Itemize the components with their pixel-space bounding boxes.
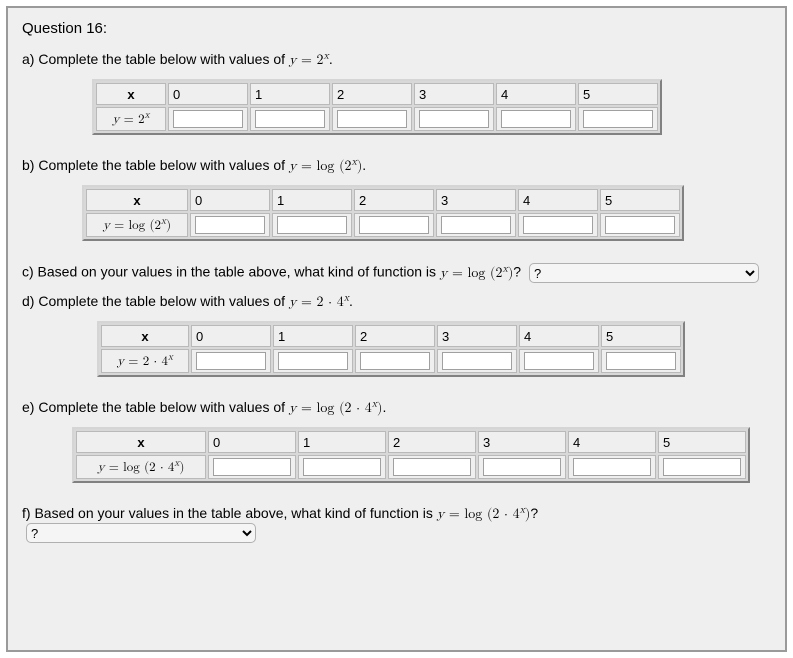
part-a-math: y = 2x [289, 53, 329, 67]
part-d-input-4[interactable] [524, 352, 594, 370]
part-e-suffix: . [382, 399, 386, 415]
part-c-math: y = log (2x) [440, 266, 513, 280]
part-a-rowhead: x [96, 83, 166, 105]
part-e-x-4: 4 [568, 431, 656, 453]
part-d-x-4: 4 [519, 325, 599, 347]
part-f-prompt: f) Based on your values in the table abo… [22, 505, 771, 543]
part-d-math: y = 2 · 4x [289, 295, 349, 309]
part-f-suffix: ? [530, 505, 538, 521]
part-e-rowhead: x [76, 431, 206, 453]
part-b-x-2: 2 [354, 189, 434, 211]
part-e-prompt: e) Complete the table below with values … [22, 399, 771, 417]
question-container: Question 16: a) Complete the table below… [6, 6, 787, 652]
part-d-x-3: 3 [437, 325, 517, 347]
part-b-rowhead: x [86, 189, 188, 211]
part-b-input-1[interactable] [277, 216, 347, 234]
part-e-input-4[interactable] [573, 458, 651, 476]
part-a-input-1[interactable] [255, 110, 325, 128]
part-c-select[interactable]: ? [529, 263, 759, 283]
part-e-math: y = log (2 · 4x) [289, 401, 383, 415]
part-e-input-2[interactable] [393, 458, 471, 476]
part-e-x-3: 3 [478, 431, 566, 453]
part-e-x-1: 1 [298, 431, 386, 453]
part-d-table-wrap: x 0 1 2 3 4 5 y = 2 · 4x [97, 321, 771, 377]
part-a-prompt: a) Complete the table below with values … [22, 51, 771, 69]
part-a-x-0: 0 [168, 83, 248, 105]
part-c-prefix: c) Based on your values in the table abo… [22, 264, 440, 280]
part-a-x-5: 5 [578, 83, 658, 105]
part-d-table: x 0 1 2 3 4 5 y = 2 · 4x [97, 321, 685, 377]
part-d-x-5: 5 [601, 325, 681, 347]
part-c-prompt: c) Based on your values in the table abo… [22, 263, 771, 283]
part-b-input-0[interactable] [195, 216, 265, 234]
part-e-x-0: 0 [208, 431, 296, 453]
part-a-rowlabel: y = 2x [96, 107, 166, 131]
part-a-input-3[interactable] [419, 110, 489, 128]
part-d-suffix: . [349, 293, 353, 309]
part-b-input-2[interactable] [359, 216, 429, 234]
part-b-rowlabel: y = log (2x) [86, 213, 188, 237]
question-title: Question 16: [22, 20, 771, 37]
part-a-input-0[interactable] [173, 110, 243, 128]
part-d-input-3[interactable] [442, 352, 512, 370]
part-a-input-2[interactable] [337, 110, 407, 128]
part-b-x-3: 3 [436, 189, 516, 211]
part-d-input-0[interactable] [196, 352, 266, 370]
part-d-prompt: d) Complete the table below with values … [22, 293, 771, 311]
part-b-input-3[interactable] [441, 216, 511, 234]
part-b-input-5[interactable] [605, 216, 675, 234]
part-f-select[interactable]: ? [26, 523, 256, 543]
part-b-x-5: 5 [600, 189, 680, 211]
part-a-table-wrap: x 0 1 2 3 4 5 y = 2x [92, 79, 771, 135]
part-f-prefix: f) Based on your values in the table abo… [22, 505, 437, 521]
part-d-rowlabel: y = 2 · 4x [101, 349, 189, 373]
part-d-input-5[interactable] [606, 352, 676, 370]
part-e-input-0[interactable] [213, 458, 291, 476]
part-b-math: y = log (2x) [289, 159, 362, 173]
part-b-x-0: 0 [190, 189, 270, 211]
part-e-input-1[interactable] [303, 458, 381, 476]
part-a-x-3: 3 [414, 83, 494, 105]
part-a-x-4: 4 [496, 83, 576, 105]
part-d-input-2[interactable] [360, 352, 430, 370]
part-e-input-3[interactable] [483, 458, 561, 476]
part-a-input-5[interactable] [583, 110, 653, 128]
part-d-rowhead: x [101, 325, 189, 347]
part-e-table-wrap: x 0 1 2 3 4 5 y = log (2 · 4x) [72, 427, 771, 483]
part-e-input-5[interactable] [663, 458, 741, 476]
part-e-table: x 0 1 2 3 4 5 y = log (2 · 4x) [72, 427, 750, 483]
part-d-x-1: 1 [273, 325, 353, 347]
part-d-x-0: 0 [191, 325, 271, 347]
part-b-table: x 0 1 2 3 4 5 y = log (2x) [82, 185, 684, 241]
part-d-input-1[interactable] [278, 352, 348, 370]
part-d-x-2: 2 [355, 325, 435, 347]
part-b-suffix: . [362, 157, 366, 173]
part-e-x-5: 5 [658, 431, 746, 453]
part-b-prompt: b) Complete the table below with values … [22, 157, 771, 175]
part-b-input-4[interactable] [523, 216, 593, 234]
part-e-x-2: 2 [388, 431, 476, 453]
part-b-prefix: b) Complete the table below with values … [22, 157, 289, 173]
part-b-table-wrap: x 0 1 2 3 4 5 y = log (2x) [82, 185, 771, 241]
part-a-table: x 0 1 2 3 4 5 y = 2x [92, 79, 662, 135]
part-c-suffix: ? [513, 264, 521, 280]
part-f-math: y = log (2 · 4x) [437, 507, 531, 521]
part-e-rowlabel: y = log (2 · 4x) [76, 455, 206, 479]
part-a-x-2: 2 [332, 83, 412, 105]
part-a-x-1: 1 [250, 83, 330, 105]
part-e-prefix: e) Complete the table below with values … [22, 399, 289, 415]
part-b-x-1: 1 [272, 189, 352, 211]
part-a-input-4[interactable] [501, 110, 571, 128]
part-a-prefix: a) Complete the table below with values … [22, 51, 289, 67]
part-a-suffix: . [329, 51, 333, 67]
part-d-prefix: d) Complete the table below with values … [22, 293, 289, 309]
part-b-x-4: 4 [518, 189, 598, 211]
